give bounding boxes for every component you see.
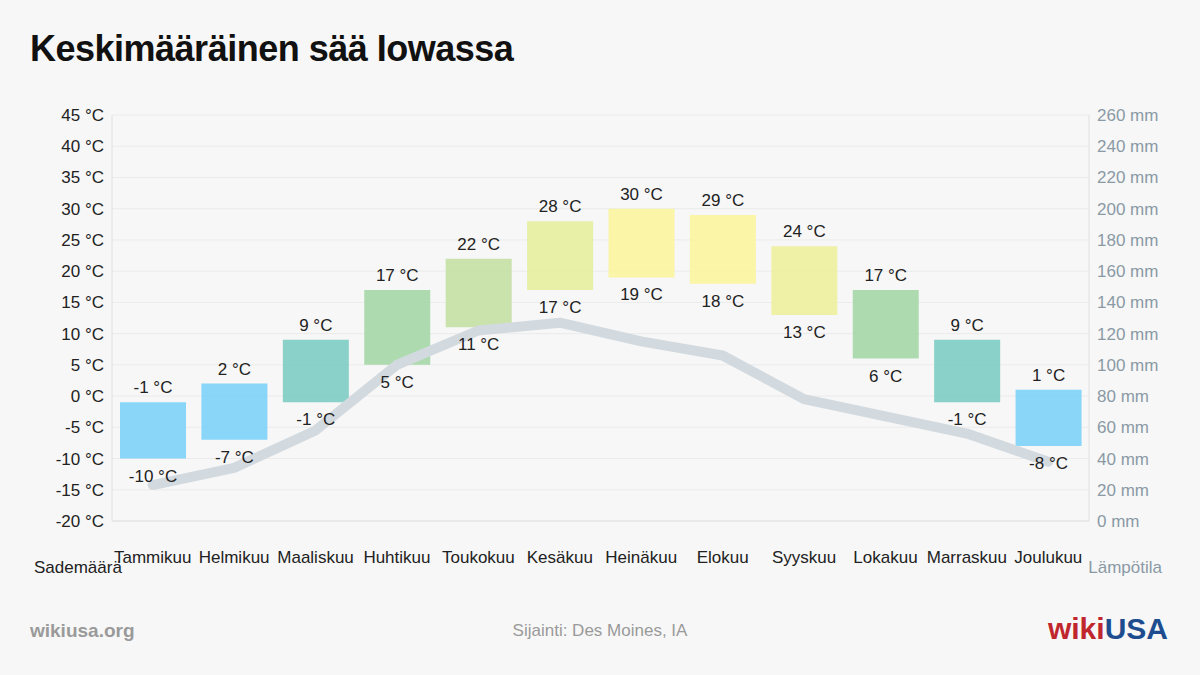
svg-text:Maaliskuu: Maaliskuu bbox=[277, 548, 354, 567]
svg-text:120 mm: 120 mm bbox=[1097, 325, 1158, 344]
html-text:Lämpötila: Lämpötila bbox=[1088, 558, 1162, 577]
html-text:wiki USA: wiki USA bbox=[1048, 612, 1168, 645]
svg-text:20 °C: 20 °C bbox=[61, 262, 104, 281]
svg-text:17 °C: 17 °C bbox=[864, 266, 907, 285]
svg-text:-20 °C: -20 °C bbox=[56, 512, 104, 531]
svg-text:Marraskuu: Marraskuu bbox=[927, 548, 1007, 567]
svg-text:19 °C: 19 °C bbox=[620, 285, 663, 304]
svg-text:18 °C: 18 °C bbox=[702, 292, 745, 311]
svg-text:17 °C: 17 °C bbox=[376, 266, 419, 285]
svg-text:24 °C: 24 °C bbox=[783, 222, 826, 241]
svg-text:30 °C: 30 °C bbox=[620, 185, 663, 204]
svg-text:240 mm: 240 mm bbox=[1097, 137, 1158, 156]
svg-text:9 °C: 9 °C bbox=[951, 316, 984, 335]
svg-text:30 °C: 30 °C bbox=[61, 200, 104, 219]
svg-text:6 °C: 6 °C bbox=[869, 367, 902, 386]
svg-text:200 mm: 200 mm bbox=[1097, 200, 1158, 219]
svg-text:20 mm: 20 mm bbox=[1097, 481, 1149, 500]
html-text:Keskimääräinen sää Iowassa: Keskimääräinen sää Iowassa bbox=[30, 28, 514, 69]
svg-text:100 mm: 100 mm bbox=[1097, 356, 1158, 375]
svg-text:-7 °C: -7 °C bbox=[215, 448, 254, 467]
svg-text:17 °C: 17 °C bbox=[539, 298, 582, 317]
svg-text:40 mm: 40 mm bbox=[1097, 450, 1149, 469]
svg-text:220 mm: 220 mm bbox=[1097, 168, 1158, 187]
svg-text:-10 °C: -10 °C bbox=[56, 450, 104, 469]
svg-text:9 °C: 9 °C bbox=[299, 316, 332, 335]
svg-text:45 °C: 45 °C bbox=[61, 106, 104, 125]
svg-text:5 °C: 5 °C bbox=[381, 373, 414, 392]
svg-text:11 °C: 11 °C bbox=[458, 335, 499, 354]
svg-text:-10 °C: -10 °C bbox=[129, 467, 177, 486]
svg-text:Helmikuu: Helmikuu bbox=[199, 548, 270, 567]
svg-text:25 °C: 25 °C bbox=[61, 231, 104, 250]
svg-text:260 mm: 260 mm bbox=[1097, 106, 1158, 125]
html-text:wikiusa.org: wikiusa.org bbox=[30, 620, 135, 641]
svg-text:-5 °C: -5 °C bbox=[65, 418, 104, 437]
svg-text:15 °C: 15 °C bbox=[61, 293, 104, 312]
svg-text:5 °C: 5 °C bbox=[71, 356, 104, 375]
svg-text:13 °C: 13 °C bbox=[783, 323, 826, 342]
svg-text:22 °C: 22 °C bbox=[457, 235, 500, 254]
svg-text:180 mm: 180 mm bbox=[1097, 231, 1158, 250]
svg-text:29 °C: 29 °C bbox=[702, 191, 745, 210]
svg-text:1 °C: 1 °C bbox=[1032, 366, 1065, 385]
html-text:Sademäärä: Sademäärä bbox=[34, 558, 122, 577]
svg-text:-8 °C: -8 °C bbox=[1029, 454, 1068, 473]
svg-text:160 mm: 160 mm bbox=[1097, 262, 1158, 281]
svg-text:80 mm: 80 mm bbox=[1097, 387, 1149, 406]
svg-text:Tammikuu: Tammikuu bbox=[114, 548, 191, 567]
svg-text:35 °C: 35 °C bbox=[61, 168, 104, 187]
svg-text:Elokuu: Elokuu bbox=[697, 548, 749, 567]
svg-text:140 mm: 140 mm bbox=[1097, 293, 1158, 312]
svg-text:10 °C: 10 °C bbox=[61, 325, 104, 344]
svg-text:-1 °C: -1 °C bbox=[296, 410, 335, 429]
svg-text:-1 °C: -1 °C bbox=[134, 378, 173, 397]
svg-text:2 °C: 2 °C bbox=[218, 360, 251, 379]
svg-text:0 °C: 0 °C bbox=[71, 387, 104, 406]
svg-text:0 mm: 0 mm bbox=[1097, 512, 1140, 531]
svg-text:Heinäkuu: Heinäkuu bbox=[605, 548, 677, 567]
svg-text:-1 °C: -1 °C bbox=[948, 410, 987, 429]
svg-text:Huhtikuu: Huhtikuu bbox=[363, 548, 430, 567]
html-text:Sijainti: Des Moines, IA: Sijainti: Des Moines, IA bbox=[512, 621, 688, 640]
svg-text:Kesäkuu: Kesäkuu bbox=[527, 548, 593, 567]
svg-text:28 °C: 28 °C bbox=[539, 197, 582, 216]
svg-text:60 mm: 60 mm bbox=[1097, 418, 1149, 437]
svg-text:Lokakuu: Lokakuu bbox=[853, 548, 917, 567]
svg-text:Joulukuu: Joulukuu bbox=[1014, 548, 1082, 567]
svg-text:Syyskuu: Syyskuu bbox=[772, 548, 836, 567]
svg-text:40 °C: 40 °C bbox=[61, 137, 104, 156]
svg-text:-15 °C: -15 °C bbox=[56, 481, 104, 500]
svg-text:Toukokuu: Toukokuu bbox=[442, 548, 515, 567]
